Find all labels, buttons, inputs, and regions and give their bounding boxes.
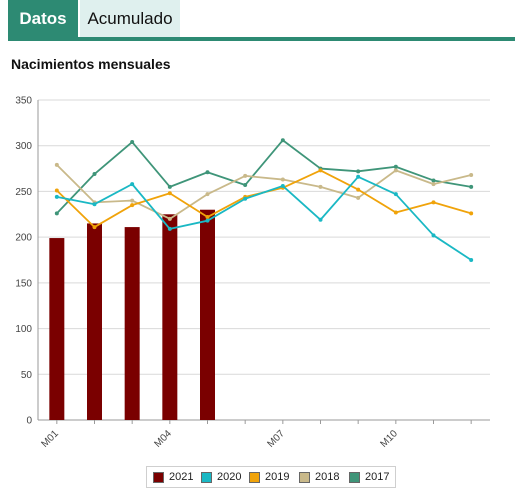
point-2019-M04 xyxy=(167,191,172,196)
point-2018-M12 xyxy=(469,172,474,177)
point-2020-M05 xyxy=(205,218,210,223)
chart-legend: 2021 2020 2019 2018 2017 xyxy=(146,466,396,488)
point-2017-M06 xyxy=(243,183,248,188)
point-2020-M10 xyxy=(393,192,398,197)
point-2017-M04 xyxy=(167,184,172,189)
legend-label: 2020 xyxy=(217,471,242,483)
series-line-2017 xyxy=(56,139,472,214)
legend-swatch xyxy=(249,471,260,483)
series-line-2020 xyxy=(56,175,472,261)
point-2017-M01 xyxy=(54,211,59,216)
point-2018-M06 xyxy=(243,173,248,178)
bar-2021-M04 xyxy=(162,214,178,420)
y-tick-label: 0 xyxy=(26,416,32,427)
point-2020-M02 xyxy=(92,202,97,207)
legend-item-2021[interactable]: 2021 xyxy=(153,470,193,484)
y-tick-label: 100 xyxy=(15,324,32,335)
bar-2021-M05 xyxy=(200,209,215,420)
y-tick-label: 250 xyxy=(15,187,32,198)
point-2020-M11 xyxy=(431,233,436,238)
point-2019-M03 xyxy=(130,203,135,208)
point-2020-M12 xyxy=(469,258,474,262)
point-2018-M01 xyxy=(54,162,59,167)
y-tick-label: 200 xyxy=(15,233,32,244)
x-tick-label: M04 xyxy=(152,428,174,450)
point-2018-M09 xyxy=(356,195,361,200)
point-2019-M08 xyxy=(318,168,323,173)
tab-underline xyxy=(8,37,515,41)
point-2017-M07 xyxy=(280,138,285,143)
point-2020-M01 xyxy=(54,194,59,199)
point-2017-M09 xyxy=(356,169,361,174)
legend-item-2018[interactable]: 2018 xyxy=(299,470,339,484)
legend-swatch xyxy=(349,471,360,483)
x-tick-label: M10 xyxy=(378,428,400,450)
y-tick-label: 50 xyxy=(21,370,33,381)
series-line-2019 xyxy=(56,169,472,228)
legend-swatch xyxy=(299,471,310,483)
legend-label: 2017 xyxy=(365,471,390,483)
bar-2021-M02 xyxy=(87,223,102,420)
legend-label: 2018 xyxy=(315,471,340,483)
point-2020-M08 xyxy=(318,217,323,222)
point-2017-M12 xyxy=(469,184,474,189)
legend-swatch xyxy=(201,471,212,483)
chart-title: Nacimientos mensuales xyxy=(11,56,171,72)
x-tick-label: M01 xyxy=(39,428,61,450)
legend-item-2019[interactable]: 2019 xyxy=(249,470,289,484)
tab-acumulado[interactable]: Acumulado xyxy=(80,0,180,37)
point-2020-M04 xyxy=(167,226,172,231)
point-2018-M05 xyxy=(205,192,210,197)
point-2017-M11 xyxy=(431,178,436,183)
tab-datos[interactable]: Datos xyxy=(8,0,78,37)
point-2017-M05 xyxy=(205,170,210,175)
point-2019-M09 xyxy=(356,187,361,192)
point-2020-M07 xyxy=(280,183,285,188)
y-tick-label: 150 xyxy=(15,278,32,289)
legend-label: 2021 xyxy=(169,471,194,483)
legend-item-2017[interactable]: 2017 xyxy=(349,470,389,484)
point-2018-M03 xyxy=(130,198,135,203)
legend-item-2020[interactable]: 2020 xyxy=(201,470,241,484)
point-2018-M11 xyxy=(431,182,436,187)
point-2017-M02 xyxy=(92,172,97,177)
point-2017-M10 xyxy=(393,164,398,169)
point-2017-M03 xyxy=(130,140,135,145)
point-2019-M11 xyxy=(431,200,436,205)
point-2019-M01 xyxy=(54,188,59,193)
x-tick-label: M07 xyxy=(265,428,287,450)
point-2019-M05 xyxy=(205,215,210,220)
point-2020-M09 xyxy=(356,174,361,179)
point-2018-M04 xyxy=(167,216,172,221)
point-2020-M06 xyxy=(243,196,248,201)
legend-label: 2019 xyxy=(265,471,290,483)
tab-bar: Datos Acumulado xyxy=(0,0,515,41)
point-2018-M07 xyxy=(280,177,285,182)
y-tick-label: 350 xyxy=(15,96,32,107)
point-2019-M10 xyxy=(393,210,398,215)
series-line-2018 xyxy=(56,164,472,220)
bar-2021-M03 xyxy=(124,227,140,420)
point-2019-M02 xyxy=(92,225,97,230)
y-tick-label: 300 xyxy=(15,141,32,152)
bar-2021-M01 xyxy=(49,238,65,420)
point-2019-M12 xyxy=(469,211,474,216)
point-2018-M08 xyxy=(318,184,323,189)
point-2020-M03 xyxy=(130,182,135,187)
legend-swatch xyxy=(153,471,164,483)
point-2018-M10 xyxy=(393,168,398,173)
